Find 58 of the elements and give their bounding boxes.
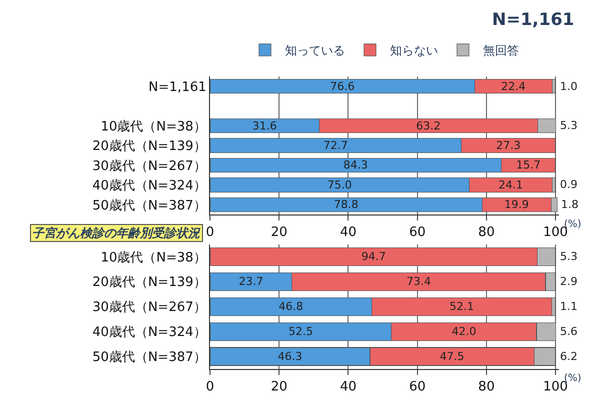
x-tick-label: 20 xyxy=(270,380,288,395)
data-label: 76.6 xyxy=(330,80,355,93)
y-tick-label: 10歳代（N=38） xyxy=(100,119,206,134)
data-label: 1.8 xyxy=(561,198,578,211)
data-label: 1.0 xyxy=(560,80,578,93)
x-tick-label: 0 xyxy=(206,380,214,395)
data-label: 19.9 xyxy=(504,198,529,212)
data-label: 75.0 xyxy=(327,178,352,192)
data-label: 1.1 xyxy=(560,300,578,313)
data-label: 31.6 xyxy=(252,119,277,132)
chart-title: 子宮がん検診の年齢別受診状況 xyxy=(32,226,201,240)
legend-label: 知っている xyxy=(285,44,345,58)
y-tick-label: N=1,161 xyxy=(148,80,206,95)
data-label: 5.3 xyxy=(560,250,578,263)
data-label: 52.5 xyxy=(288,325,313,338)
x-tick-label: 40 xyxy=(340,225,356,240)
x-tick-label: 100 xyxy=(543,225,568,240)
data-label: 2.9 xyxy=(560,275,578,288)
legend-label: 知らない xyxy=(390,44,438,58)
y-tick-label: 20歳代（N=139） xyxy=(92,139,206,154)
legend-label: 無回答 xyxy=(483,44,519,58)
x-tick-label: 80 xyxy=(478,380,495,395)
y-tick-label: 30歳代（N=267） xyxy=(92,158,206,174)
data-label: 27.3 xyxy=(496,139,521,152)
data-label: 0.9 xyxy=(560,178,578,191)
data-label: 84.3 xyxy=(343,158,368,172)
data-label: 42.0 xyxy=(452,325,476,338)
y-tick-label: 20歳代（N=139） xyxy=(92,275,206,290)
y-tick-label: 40歳代（N=324） xyxy=(92,325,206,340)
y-tick-label: 10歳代（N=38） xyxy=(100,250,206,266)
chart-title: N=1,161 xyxy=(492,10,574,30)
y-tick-label: 50歳代（N=387） xyxy=(92,350,206,366)
y-tick-label: 30歳代（N=267） xyxy=(92,300,206,316)
data-label: 5.6 xyxy=(560,325,578,338)
x-tick-label: 20 xyxy=(270,225,288,240)
data-label: 15.7 xyxy=(516,158,541,172)
x-tick-label: 100 xyxy=(543,380,568,395)
y-tick-label: 40歳代（N=324） xyxy=(92,178,206,194)
data-label: 78.8 xyxy=(334,198,358,212)
data-label: 73.4 xyxy=(406,275,431,288)
data-label: 6.2 xyxy=(560,350,578,363)
data-label: 63.2 xyxy=(416,119,441,132)
data-label: 23.7 xyxy=(238,275,264,288)
data-label: 52.1 xyxy=(449,300,474,314)
data-label: 72.7 xyxy=(323,139,348,152)
data-label: 46.3 xyxy=(278,350,302,364)
data-label: 94.7 xyxy=(361,250,386,264)
data-label: 22.4 xyxy=(501,80,526,93)
x-tick-label: 80 xyxy=(478,225,495,240)
x-tick-label: 60 xyxy=(409,380,426,395)
x-tick-label: 0 xyxy=(206,225,214,240)
data-label: 46.8 xyxy=(278,300,304,314)
data-label: 24.1 xyxy=(498,178,524,192)
x-tick-label: 40 xyxy=(340,380,356,395)
data-label: 47.5 xyxy=(440,350,464,364)
y-tick-label: 50歳代（N=387） xyxy=(92,198,206,214)
x-tick-label: 60 xyxy=(409,225,426,240)
data-label: 5.3 xyxy=(560,119,578,132)
